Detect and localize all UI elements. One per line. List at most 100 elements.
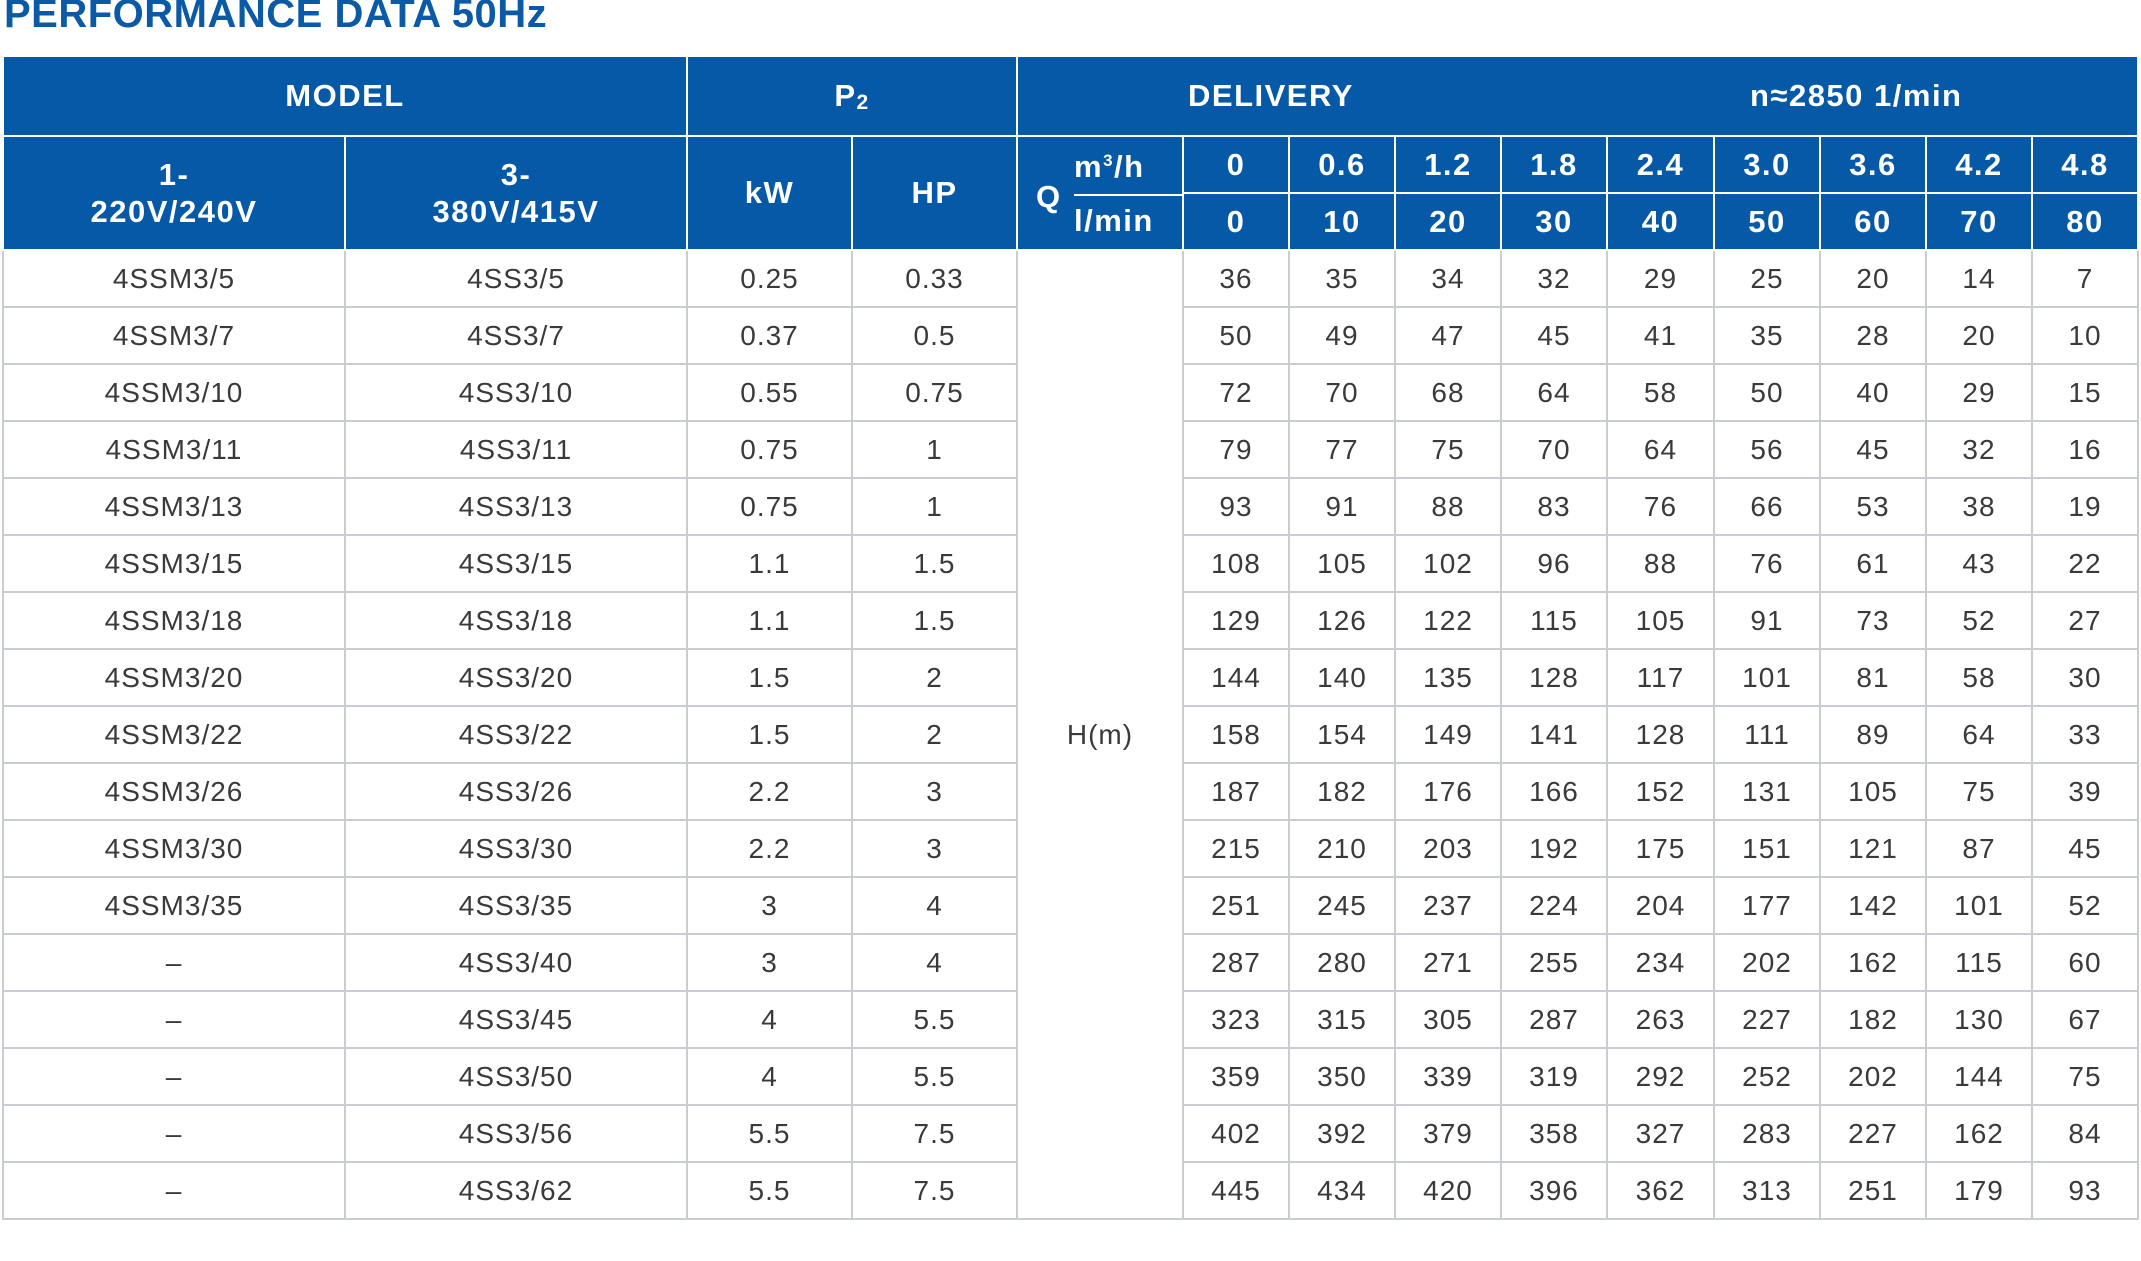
unit-m3h-base: m bbox=[1074, 149, 1104, 184]
head-value: 192 bbox=[1500, 819, 1608, 878]
three-phase-model: 4SS3/13 bbox=[344, 477, 688, 536]
head-value: 35 bbox=[1288, 249, 1396, 308]
head-value: 29 bbox=[1925, 363, 2033, 422]
table-row: 4SSM3/13 4SS3/13 0.75 1 93 91 88 83 76 66 53 38 19 bbox=[2, 477, 2139, 536]
head-value: 28 bbox=[1819, 306, 1927, 365]
head-value: 34 bbox=[1394, 249, 1502, 308]
head-value: 33 bbox=[2031, 705, 2139, 764]
head-value: 142 bbox=[1819, 876, 1927, 935]
head-value: 102 bbox=[1394, 534, 1502, 593]
head-value: 305 bbox=[1394, 990, 1502, 1049]
head-value: 126 bbox=[1288, 591, 1396, 650]
head-value: 162 bbox=[1819, 933, 1927, 992]
flow-m3h-header: 1.8 bbox=[1500, 135, 1608, 194]
head-value: 70 bbox=[1500, 420, 1608, 479]
three-phase-model: 4SS3/26 bbox=[344, 762, 688, 821]
flow-m3h-header: 0 bbox=[1182, 135, 1290, 194]
head-value: 45 bbox=[1819, 420, 1927, 479]
head-value: 88 bbox=[1606, 534, 1715, 593]
table-row: –4SS3/50 4 5.5 359 350 339 319 292 252 202 144 75 bbox=[2, 1047, 2139, 1106]
head-value: 27 bbox=[2031, 591, 2139, 650]
power-kw: 0.75 bbox=[686, 420, 853, 479]
head-value: 224 bbox=[1500, 876, 1608, 935]
head-value: 158 bbox=[1182, 705, 1290, 764]
power-hp: 7.5 bbox=[851, 1161, 1018, 1220]
single-phase-line1: 1- bbox=[158, 157, 190, 192]
head-value: 292 bbox=[1606, 1047, 1715, 1106]
head-value: 53 bbox=[1819, 477, 1927, 536]
power-kw: 1.1 bbox=[686, 534, 853, 593]
single-phase-model: 4SSM3/15 bbox=[2, 534, 346, 593]
flow-lmin-header: 30 bbox=[1500, 192, 1608, 251]
head-value: 56 bbox=[1713, 420, 1821, 479]
flow-m3h-header: 0.6 bbox=[1288, 135, 1396, 194]
three-phase-model: 4SS3/22 bbox=[344, 705, 688, 764]
head-value: 38 bbox=[1925, 477, 2033, 536]
single-phase-model: 4SSM3/35 bbox=[2, 876, 346, 935]
head-value: 88 bbox=[1394, 477, 1502, 536]
head-value: 176 bbox=[1394, 762, 1502, 821]
head-value: 313 bbox=[1713, 1161, 1821, 1220]
table-row: 4SSM3/10 4SS3/10 0.55 0.75 72 70 68 64 58 50 40 29 1… bbox=[2, 363, 2139, 422]
head-value: 319 bbox=[1500, 1047, 1608, 1106]
head-value: 20 bbox=[1819, 249, 1927, 308]
head-value: 101 bbox=[1925, 876, 2033, 935]
head-value: 64 bbox=[1925, 705, 2033, 764]
head-value: 50 bbox=[1713, 363, 1821, 422]
head-value: 22 bbox=[2031, 534, 2139, 593]
power-kw: 0.25 bbox=[686, 249, 853, 308]
head-value: 121 bbox=[1819, 819, 1927, 878]
head-value: 420 bbox=[1394, 1161, 1502, 1220]
flow-lmin-header: 40 bbox=[1606, 192, 1715, 251]
head-value: 61 bbox=[1819, 534, 1927, 593]
head-value: 36 bbox=[1182, 249, 1290, 308]
head-value: 179 bbox=[1925, 1161, 2033, 1220]
head-value: 93 bbox=[2031, 1161, 2139, 1220]
power-kw: 1.1 bbox=[686, 591, 853, 650]
head-value: 47 bbox=[1394, 306, 1502, 365]
head-value: 115 bbox=[1925, 933, 2033, 992]
p2-letter: P bbox=[834, 77, 857, 113]
performance-table: MODEL P2 DELIVERY n≈2850 1/min 1- 220V/24… bbox=[2, 55, 2139, 1220]
table-row: 4SSM3/35 4SS3/35 3 4 251 245 237 224 204 177 142 10… bbox=[2, 876, 2139, 935]
head-value: 162 bbox=[1925, 1104, 2033, 1163]
flow-lmin-header: 60 bbox=[1819, 192, 1927, 251]
head-value: 32 bbox=[1500, 249, 1608, 308]
power-kw: 0.55 bbox=[686, 363, 853, 422]
head-value: 154 bbox=[1288, 705, 1396, 764]
page-title: PERFORMANCE DATA 50Hz bbox=[4, 0, 548, 36]
hp-header: HP bbox=[851, 135, 1018, 251]
head-value: 64 bbox=[1500, 363, 1608, 422]
unit-m3h-tail: /h bbox=[1114, 149, 1145, 184]
head-value: 75 bbox=[1394, 420, 1502, 479]
power-hp: 1 bbox=[851, 420, 1018, 479]
head-value: 315 bbox=[1288, 990, 1396, 1049]
head-value: 67 bbox=[2031, 990, 2139, 1049]
head-value: 96 bbox=[1500, 534, 1608, 593]
delivery-label: DELIVERY bbox=[1188, 78, 1354, 113]
head-value: 141 bbox=[1500, 705, 1608, 764]
head-value: 7 bbox=[2031, 249, 2139, 308]
flow-m3h-header: 2.4 bbox=[1606, 135, 1715, 194]
head-value: 251 bbox=[1182, 876, 1290, 935]
head-value: 358 bbox=[1500, 1104, 1608, 1163]
power-kw: 4 bbox=[686, 990, 853, 1049]
power-kw: 3 bbox=[686, 876, 853, 935]
head-value: 135 bbox=[1394, 648, 1502, 707]
head-label: H(m) bbox=[1016, 249, 1184, 1220]
table-row: 4SSM3/5 4SS3/5 0.25 0.33 H(m) 36 35 34 32 29 25 20 1… bbox=[2, 249, 2139, 1220]
head-value: 20 bbox=[1925, 306, 2033, 365]
head-value: 89 bbox=[1819, 705, 1927, 764]
power-hp: 0.5 bbox=[851, 306, 1018, 365]
fraction-bar bbox=[1074, 194, 1181, 196]
head-value: 75 bbox=[2031, 1047, 2139, 1106]
head-value: 41 bbox=[1606, 306, 1715, 365]
table-body: 4SSM3/5 4SS3/5 0.25 0.33 H(m) 36 35 34 32 29 25 20 1… bbox=[2, 249, 2139, 1220]
head-value: 280 bbox=[1288, 933, 1396, 992]
single-phase-model: 4SSM3/10 bbox=[2, 363, 346, 422]
single-phase-model: – bbox=[2, 1047, 346, 1106]
table-row: 4SSM3/15 4SS3/15 1.1 1.5 108 105 102 96 88 76 61 43… bbox=[2, 534, 2139, 593]
head-value: 15 bbox=[2031, 363, 2139, 422]
kw-header: kW bbox=[686, 135, 853, 251]
single-phase-model: 4SSM3/26 bbox=[2, 762, 346, 821]
